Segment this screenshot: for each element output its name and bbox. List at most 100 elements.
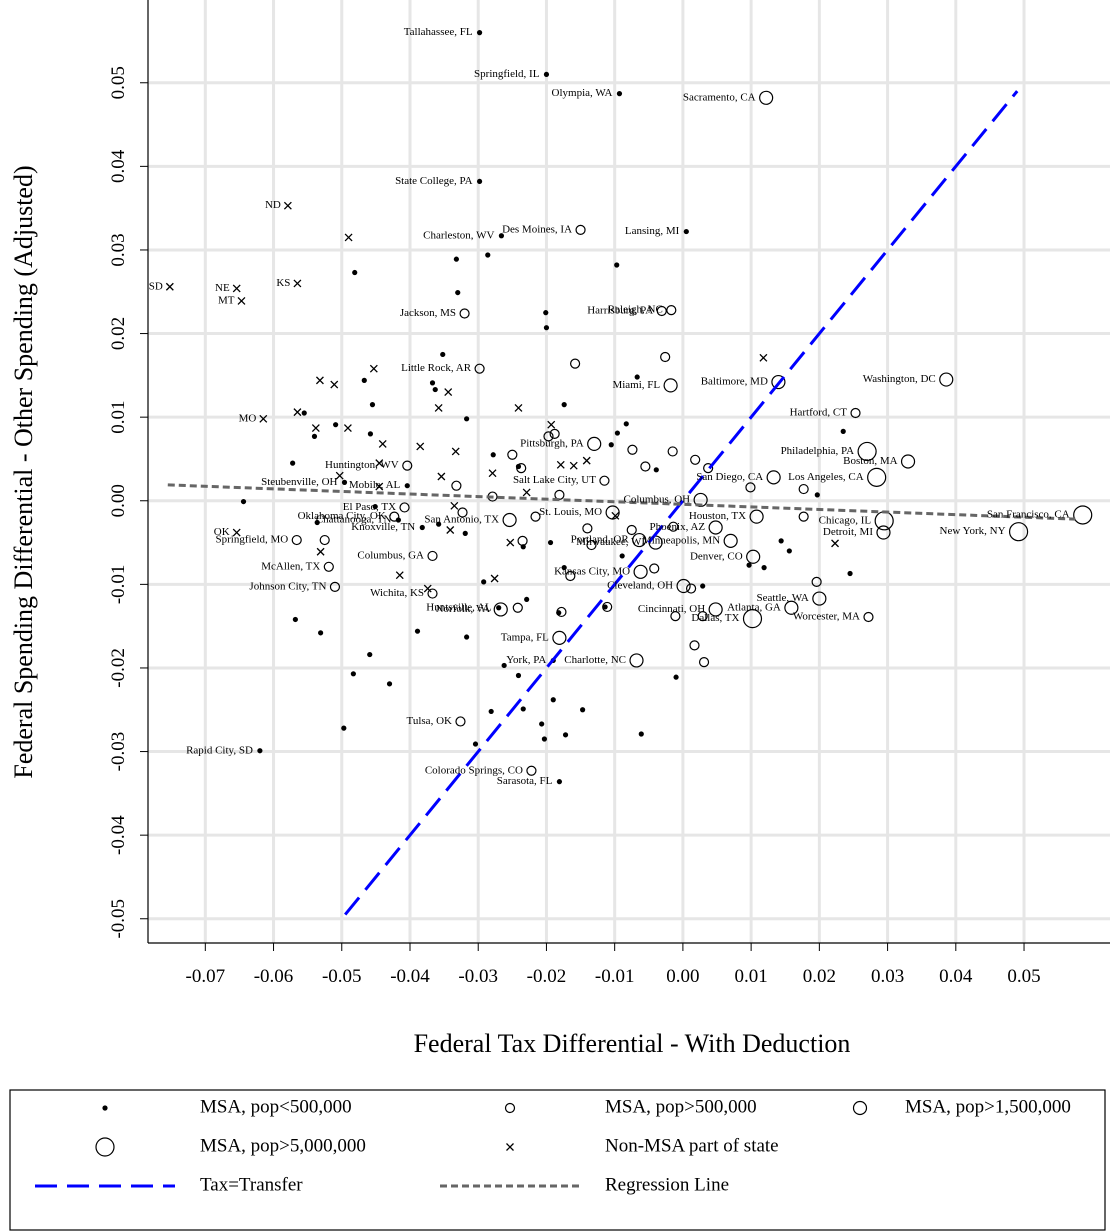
- point: [619, 553, 625, 559]
- point: [547, 420, 556, 429]
- point: [450, 501, 459, 510]
- point-label: Miami, FL: [612, 379, 660, 391]
- x-tick-label: 0.03: [871, 966, 904, 987]
- point-label: Lansing, MI: [625, 225, 680, 237]
- point: [611, 511, 620, 520]
- point: [488, 708, 494, 715]
- x-tick-label: -0.02: [527, 966, 567, 987]
- point-label: St. Louis, MO: [539, 506, 602, 518]
- point: [462, 530, 468, 536]
- point: [703, 463, 714, 474]
- point-label: Baltimore, MD: [701, 376, 768, 388]
- point: [874, 511, 894, 531]
- point: [689, 640, 700, 651]
- legend-marker: [506, 1143, 514, 1151]
- point-label: Detroit, MI: [823, 526, 873, 538]
- legend-label: MSA, pop>5,000,000: [200, 1135, 366, 1156]
- x-tick-label: -0.04: [390, 966, 430, 987]
- point: [700, 583, 706, 589]
- y-tick-label: -0.03: [108, 732, 129, 772]
- point: [432, 386, 438, 393]
- point: [423, 584, 432, 593]
- point: [419, 524, 425, 531]
- point: [570, 358, 581, 369]
- point: [315, 376, 324, 385]
- point: [670, 611, 681, 622]
- point: [685, 583, 697, 594]
- point-label: McAllen, TX: [261, 560, 320, 572]
- x-tick-label: -0.01: [595, 966, 635, 987]
- point: [501, 662, 507, 669]
- y-tick-label: -0.02: [108, 648, 129, 688]
- point: [549, 428, 560, 439]
- point-label: Minneapolis, MN: [642, 534, 720, 546]
- point-label: Atlanta, GA: [727, 601, 781, 613]
- point: [316, 547, 325, 556]
- point: [451, 447, 460, 456]
- point: [372, 504, 378, 510]
- point: [440, 351, 446, 358]
- point: [350, 671, 356, 677]
- point-label: Pittsburgh, PA: [520, 437, 584, 449]
- point: [708, 602, 723, 617]
- point: [506, 538, 515, 547]
- point: [586, 539, 597, 551]
- y-tick-label: 0.00: [108, 484, 129, 517]
- point-label: Tulsa, OK: [407, 715, 452, 727]
- point: [668, 521, 679, 532]
- x-tick-label: -0.03: [458, 966, 498, 987]
- point: [565, 570, 576, 582]
- point-label: Des Moines, IA: [502, 223, 572, 235]
- point-label: Chattanooga, TN: [316, 514, 392, 526]
- point: [292, 616, 298, 623]
- y-tick-label: 0.03: [108, 233, 129, 266]
- y-tick-label: -0.05: [108, 899, 129, 939]
- point: [343, 424, 352, 432]
- x-tick-label: 0.02: [803, 966, 836, 987]
- point-label: Charleston, WV: [423, 229, 494, 241]
- point: [569, 461, 578, 470]
- point: [318, 630, 324, 636]
- point: [493, 602, 508, 617]
- point-label: Tampa, FL: [501, 631, 549, 643]
- point: [614, 262, 620, 268]
- point: [375, 459, 384, 468]
- point: [698, 657, 710, 668]
- point: [414, 628, 421, 634]
- point: [633, 564, 648, 579]
- x-tick-label: -0.07: [186, 966, 226, 987]
- point: [539, 721, 545, 727]
- y-tick-label: -0.01: [108, 565, 129, 605]
- point-label: OK: [214, 526, 230, 538]
- point: [395, 571, 404, 580]
- point: [1073, 505, 1093, 525]
- point: [352, 269, 358, 276]
- point-label: MO: [239, 412, 257, 424]
- point-label: SD: [149, 280, 163, 292]
- point: [335, 471, 344, 480]
- point-label: ND: [265, 199, 281, 211]
- point-label: Mobile, AL: [349, 479, 401, 491]
- point: [240, 498, 247, 505]
- point: [649, 563, 660, 574]
- point: [690, 454, 701, 465]
- point: [582, 456, 591, 465]
- point: [667, 446, 678, 457]
- x-tick-label: 0.05: [1007, 966, 1040, 987]
- point: [547, 539, 554, 546]
- point: [512, 602, 523, 613]
- legend-label: Non-MSA part of state: [605, 1135, 779, 1156]
- point: [375, 482, 384, 491]
- point: [798, 511, 809, 522]
- point: [831, 539, 840, 548]
- point-label: MT: [218, 294, 235, 306]
- legend-marker: [504, 1102, 516, 1114]
- point: [562, 732, 569, 738]
- point: [653, 467, 659, 473]
- reference-line: [344, 90, 1019, 916]
- point: [530, 511, 541, 522]
- point: [759, 90, 774, 105]
- point: [811, 576, 822, 587]
- point: [367, 651, 373, 658]
- point-label: Hartford, CT: [790, 407, 848, 419]
